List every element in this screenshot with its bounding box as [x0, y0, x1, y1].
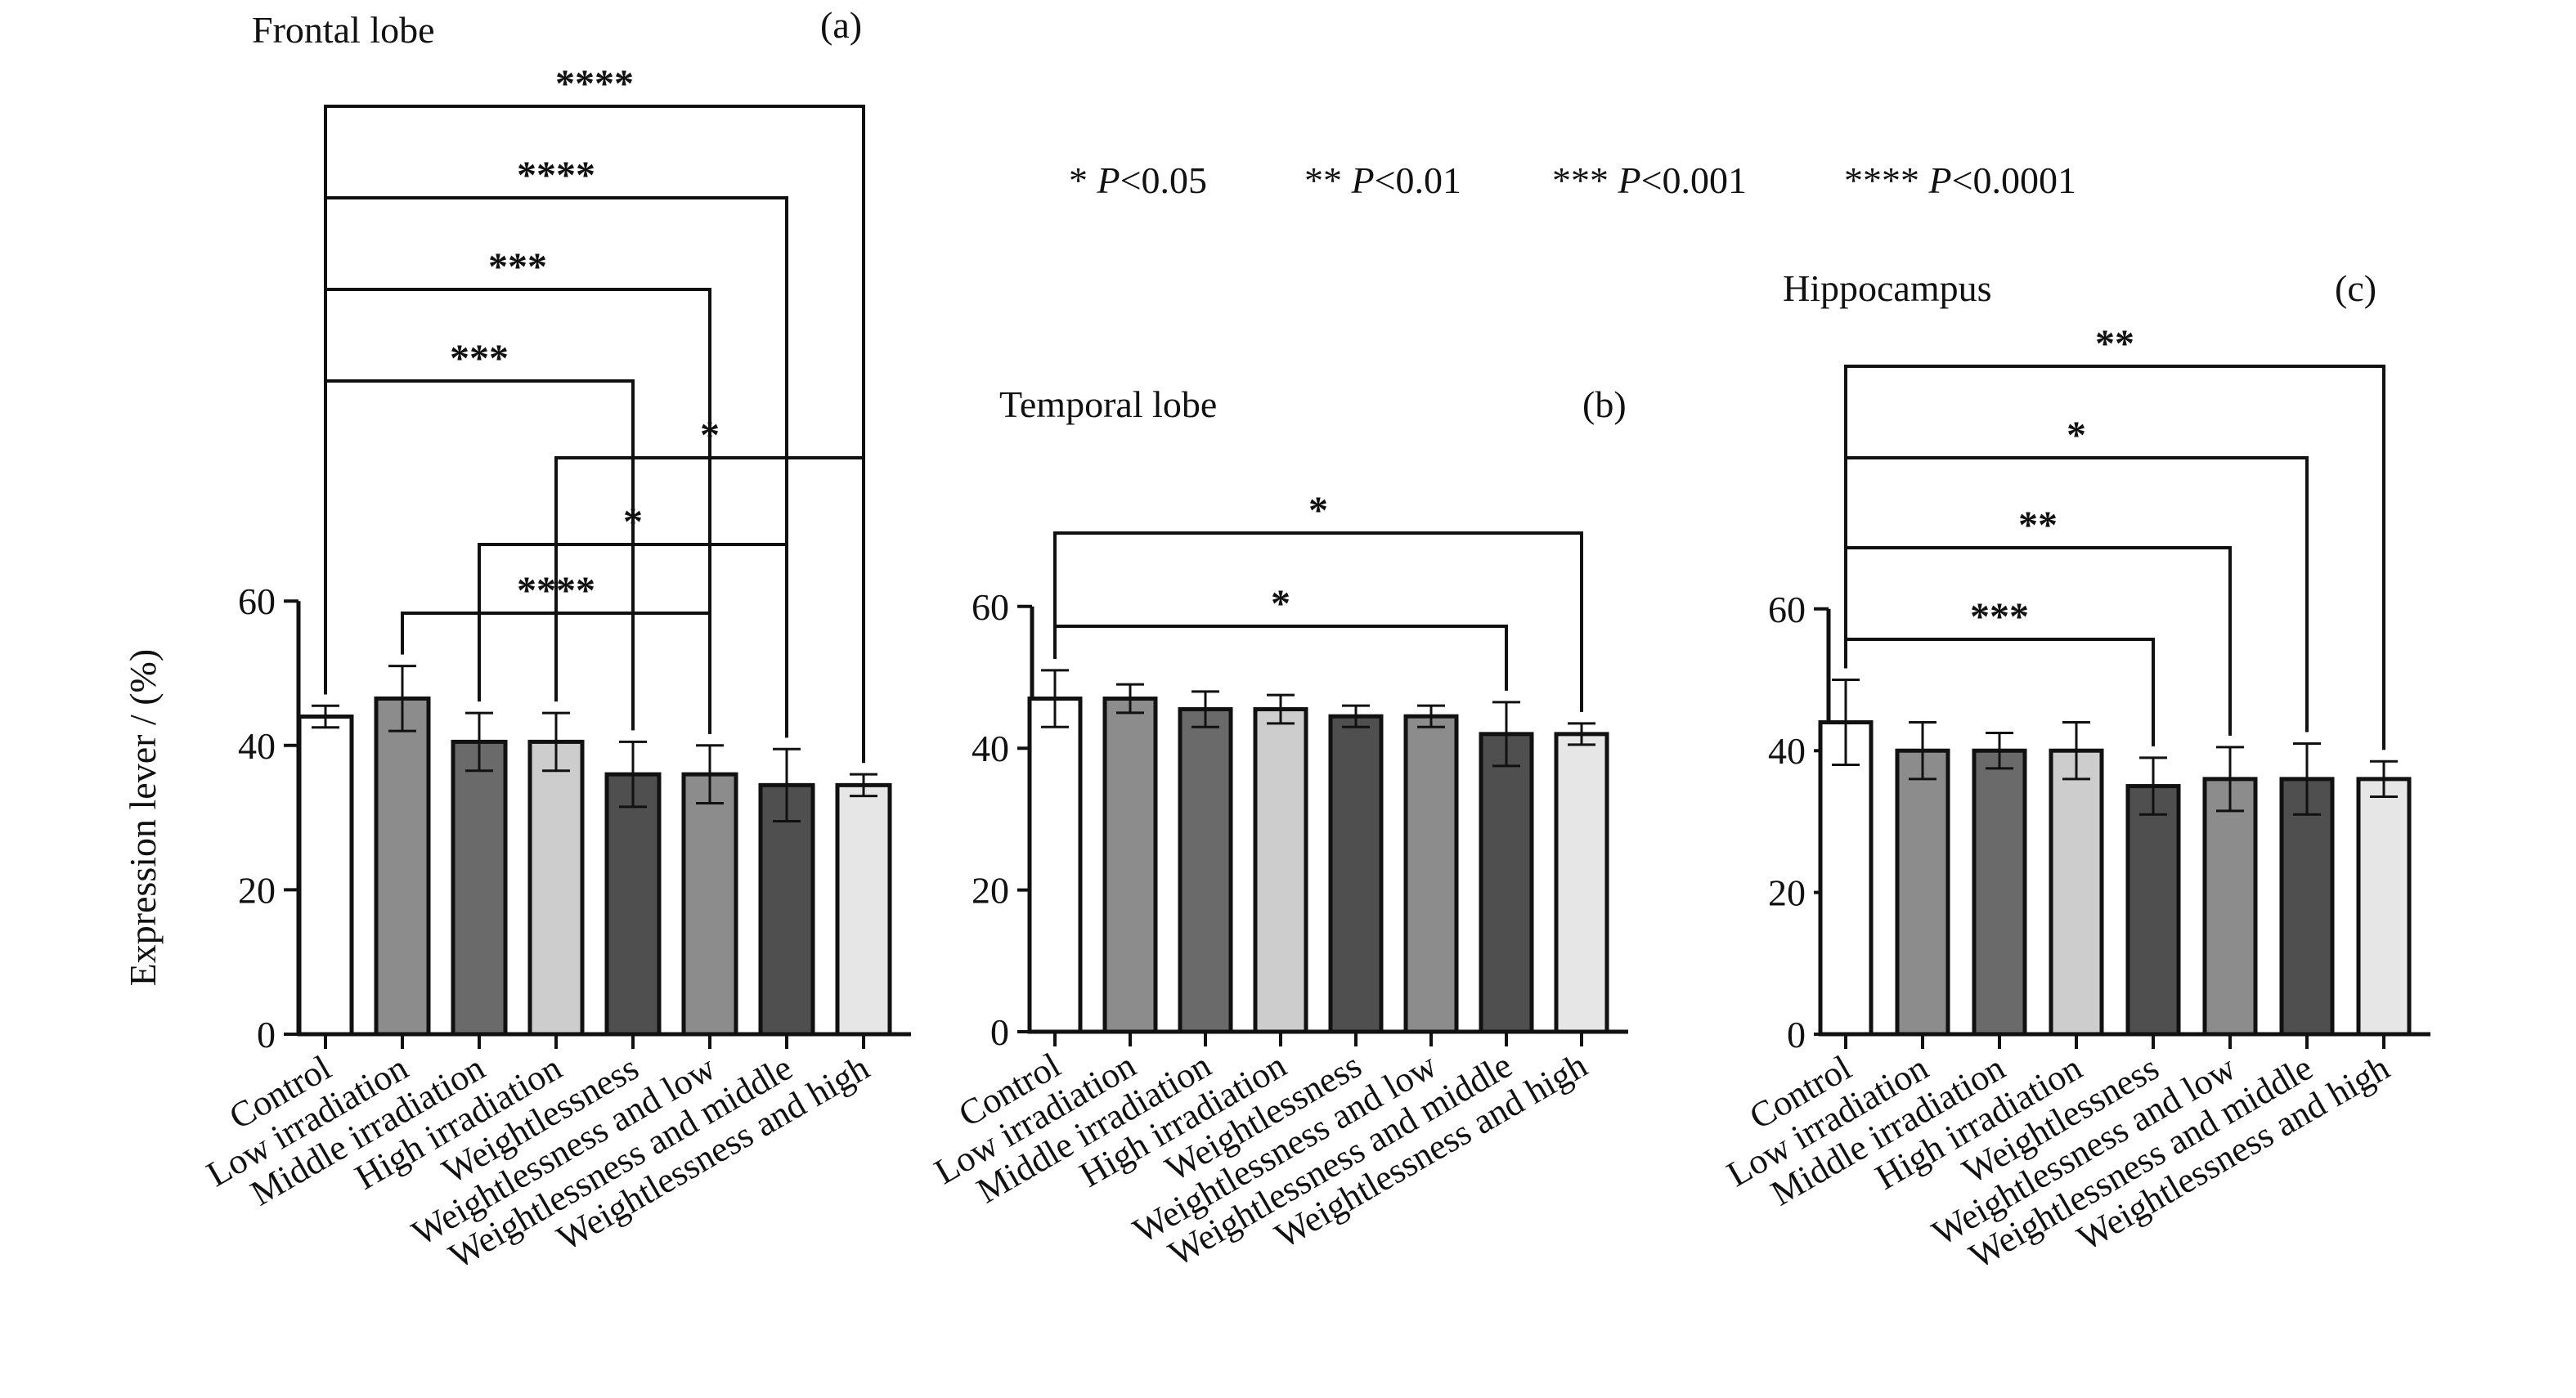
legend-stars: ****	[1844, 159, 1929, 201]
bar	[2202, 777, 2258, 1037]
chart-title: Hippocampus	[1783, 267, 1992, 309]
significance-label: ****	[517, 154, 595, 197]
legend-p: P	[1928, 159, 1952, 201]
significance-bracket	[1053, 531, 1583, 712]
significance-bracket	[554, 456, 865, 764]
legend-stars: *	[1069, 159, 1097, 201]
significance-label: *	[1308, 489, 1328, 532]
legend-p: P	[1351, 159, 1375, 201]
bar	[835, 782, 892, 1037]
y-tick-label: 0	[257, 1014, 276, 1055]
bar	[297, 714, 354, 1037]
legend-p: P	[1097, 159, 1120, 201]
legend-stars: **	[1304, 159, 1352, 201]
significance-bracket	[478, 543, 788, 738]
significance-legend: * P<0.05 ** P<0.01 *** P<0.001 **** P<0.000…	[1069, 159, 2076, 201]
significance-bracket	[1844, 638, 2155, 746]
legend-entry: * P<0.05	[1069, 159, 1207, 201]
y-tick-label: 40	[238, 725, 276, 767]
significance-label: ***	[450, 337, 509, 380]
y-axis-label: Expression lever / (%)	[122, 649, 164, 987]
bar	[604, 772, 662, 1037]
significance-label: *	[1271, 582, 1290, 625]
bar	[681, 772, 738, 1037]
y-tick-label: 0	[990, 1011, 1009, 1053]
significance-label: ****	[517, 569, 595, 612]
y-tick-label: 40	[972, 728, 1009, 769]
significance-label: ****	[555, 62, 634, 105]
significance-label: ***	[1970, 595, 2029, 639]
significance-bracket	[1844, 365, 2385, 751]
bar	[374, 696, 431, 1037]
significance-bracket	[1053, 625, 1508, 691]
chart-title: Frontal lobe	[252, 9, 435, 51]
significance-label: *	[623, 500, 643, 544]
y-tick-label: 40	[1768, 730, 1806, 772]
significance-label: *	[2067, 414, 2086, 457]
panel-frontal-lobe: Frontal lobe (a) Expression lever / (%) 0 20…	[122, 4, 911, 1276]
panel-label: (c)	[2335, 267, 2376, 309]
bar	[1479, 732, 1534, 1034]
significance-bracket	[1844, 456, 2309, 733]
y-tick-label: 20	[238, 869, 276, 911]
significance-bracket	[324, 379, 635, 731]
y-tick-label: 0	[1787, 1014, 1806, 1055]
bar	[2125, 784, 2181, 1037]
y-tick-label: 60	[1768, 589, 1806, 630]
legend-stars: ***	[1552, 159, 1618, 201]
significance-label: **	[2018, 504, 2058, 547]
y-tick-label: 60	[238, 580, 276, 622]
legend-threshold: <0.05	[1120, 159, 1207, 201]
legend-entry: *** P<0.001	[1552, 159, 1747, 201]
significance-bracket	[1844, 546, 2232, 736]
bar	[2356, 777, 2412, 1037]
y-tick-label: 60	[972, 586, 1009, 628]
bar	[2279, 777, 2335, 1037]
legend-threshold: <0.001	[1641, 159, 1747, 201]
bar	[1253, 707, 1308, 1034]
significance-bracket	[324, 105, 865, 764]
significance-label: **	[2095, 322, 2134, 365]
significance-label: *	[700, 414, 720, 457]
chart-title: Temporal lobe	[999, 383, 1217, 425]
panel-label: (b)	[1582, 383, 1627, 425]
bar	[758, 782, 815, 1037]
bar	[527, 739, 585, 1037]
legend-threshold: <0.01	[1375, 159, 1461, 201]
bar	[1818, 720, 1874, 1037]
legend-p: P	[1618, 159, 1641, 201]
bar	[1554, 732, 1609, 1034]
bar	[1102, 697, 1158, 1034]
legend-entry: ** P<0.01	[1304, 159, 1461, 201]
bar	[1972, 748, 2027, 1037]
significance-bracket	[324, 288, 711, 734]
bar	[1328, 714, 1384, 1034]
y-tick-label: 20	[972, 870, 1009, 912]
significance-bracket	[401, 612, 711, 734]
y-tick-label: 20	[1768, 872, 1806, 914]
bar	[1178, 707, 1233, 1034]
bar	[2049, 748, 2104, 1037]
bar	[1895, 748, 1950, 1037]
panel-label: (a)	[820, 4, 862, 46]
significance-label: ***	[488, 245, 547, 289]
bar	[1403, 714, 1459, 1034]
bar	[451, 739, 508, 1037]
legend-threshold: <0.0001	[1952, 159, 2076, 201]
legend-entry: **** P<0.0001	[1844, 159, 2076, 201]
bar	[1027, 697, 1083, 1034]
